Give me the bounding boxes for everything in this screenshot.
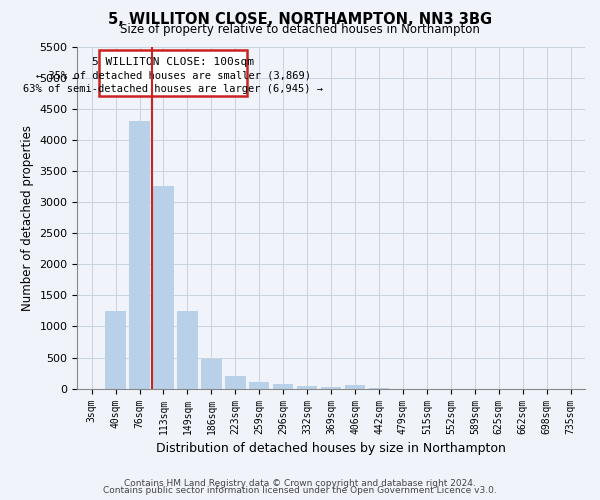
- Bar: [201, 359, 221, 388]
- Text: Contains HM Land Registry data © Crown copyright and database right 2024.: Contains HM Land Registry data © Crown c…: [124, 478, 476, 488]
- Bar: [345, 385, 365, 388]
- Text: 63% of semi-detached houses are larger (6,945) →: 63% of semi-detached houses are larger (…: [23, 84, 323, 94]
- Bar: [130, 121, 150, 388]
- Text: ← 35% of detached houses are smaller (3,869): ← 35% of detached houses are smaller (3,…: [35, 70, 311, 81]
- Bar: [177, 311, 197, 388]
- Bar: [273, 384, 293, 388]
- Bar: [249, 382, 269, 388]
- Text: Size of property relative to detached houses in Northampton: Size of property relative to detached ho…: [120, 22, 480, 36]
- Bar: [297, 386, 317, 388]
- Bar: [106, 311, 126, 388]
- Bar: [154, 186, 173, 388]
- Text: Contains public sector information licensed under the Open Government Licence v3: Contains public sector information licen…: [103, 486, 497, 495]
- Y-axis label: Number of detached properties: Number of detached properties: [21, 124, 34, 310]
- Text: 5, WILLITON CLOSE, NORTHAMPTON, NN3 3BG: 5, WILLITON CLOSE, NORTHAMPTON, NN3 3BG: [108, 12, 492, 28]
- FancyBboxPatch shape: [99, 50, 247, 96]
- X-axis label: Distribution of detached houses by size in Northampton: Distribution of detached houses by size …: [156, 442, 506, 455]
- Text: 5 WILLITON CLOSE: 100sqm: 5 WILLITON CLOSE: 100sqm: [92, 57, 254, 67]
- Bar: [225, 376, 245, 388]
